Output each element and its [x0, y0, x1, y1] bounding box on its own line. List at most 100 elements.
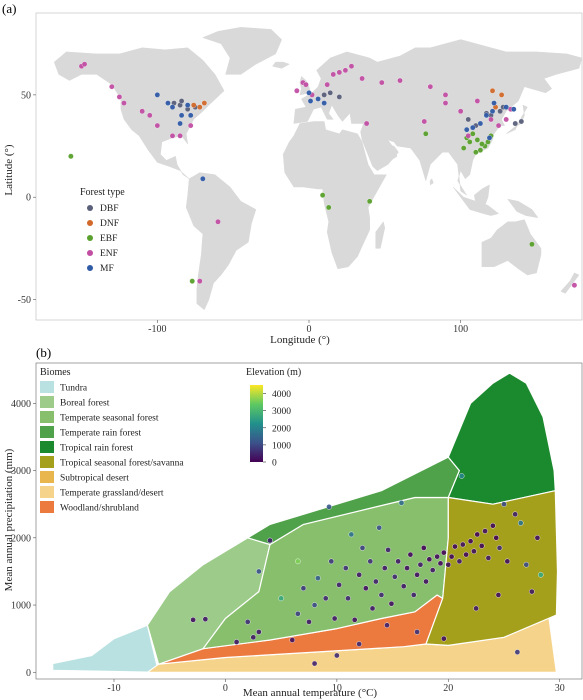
biome-swatch [40, 501, 54, 513]
biome-swatch [40, 396, 54, 408]
site-point-mf [491, 100, 497, 106]
map-y-tick-label: 0 [26, 193, 31, 204]
site-point-enf [197, 278, 203, 284]
site-point-ebf [366, 198, 373, 205]
site-point [529, 588, 535, 595]
landmass-new-guinea [507, 198, 539, 219]
legend-label-mf: MF [100, 264, 114, 274]
site-point-ebf [423, 131, 429, 137]
site-point [345, 595, 351, 602]
site-point-mf [477, 120, 484, 127]
site-point-enf [81, 61, 88, 67]
site-point [351, 617, 358, 623]
site-point [493, 535, 500, 541]
biome-x-tick-label: -10 [107, 683, 120, 694]
site-point [463, 551, 469, 558]
biome-legend: Biomes Tundra Boreal forest Temperate seaso… [40, 367, 184, 514]
site-point-ebf [325, 204, 332, 211]
site-point [311, 660, 318, 667]
site-point [267, 537, 273, 544]
site-point-enf [457, 108, 464, 114]
site-point [429, 567, 436, 573]
biome-legend-label: Tropical seasonal forest/savanna [60, 458, 184, 469]
site-point-dnf [201, 100, 208, 106]
site-point [342, 565, 349, 571]
site-point [311, 602, 318, 608]
biome-swatch [40, 486, 54, 498]
biome-legend-label: Tundra [60, 384, 88, 394]
site-point [495, 592, 502, 598]
legend-swatch-dnf [87, 220, 93, 226]
site-point-mf [489, 108, 496, 114]
forest-type-legend-title: Forest type [80, 187, 125, 198]
site-point-mf [154, 92, 161, 98]
site-point [517, 520, 524, 526]
biome-swatch [40, 441, 54, 453]
site-point-ebf [189, 278, 195, 284]
biome-panel: -10 0 10 20 30 0 1000 2000 3000 4000 Mean annual … [3, 362, 583, 699]
site-point [420, 545, 427, 551]
site-point-mf [184, 102, 191, 108]
site-point-enf [169, 133, 176, 139]
site-point [384, 622, 390, 629]
site-point [250, 634, 257, 641]
elevation-tick-label: 1000 [272, 441, 291, 451]
site-point [434, 553, 440, 560]
site-point-mf [187, 112, 194, 119]
landmass-sri-lanka [429, 178, 434, 186]
site-point-enf [359, 75, 365, 82]
site-point-enf [427, 83, 434, 90]
landmass-europe-asia [293, 39, 583, 196]
site-point [278, 595, 284, 602]
site-point [474, 531, 481, 538]
site-point-mf [510, 106, 517, 112]
site-point [482, 528, 488, 534]
site-point [373, 578, 379, 585]
site-point [348, 531, 355, 538]
map-y-tick-label: 50 [21, 90, 31, 101]
site-point [417, 561, 424, 568]
site-point-dnf [197, 104, 203, 110]
site-point [376, 524, 383, 531]
site-point-enf [116, 94, 123, 100]
landmass-madagascar [375, 221, 386, 249]
site-point-dnf [498, 92, 505, 98]
site-point [404, 565, 410, 571]
biome-y-tick-label: 4000 [11, 399, 31, 410]
site-point-mf [486, 135, 493, 141]
site-point [534, 535, 541, 541]
landmass-arabia [361, 137, 399, 171]
site-point-mf [306, 90, 312, 96]
landmass-africa [282, 121, 387, 270]
landmass-australia [481, 219, 542, 276]
site-point-enf [336, 69, 343, 76]
site-point [496, 545, 503, 551]
site-point-dbf [518, 118, 525, 125]
site-point [504, 558, 511, 565]
site-point [326, 504, 332, 510]
site-point [423, 578, 429, 585]
site-point-ebf [477, 147, 484, 153]
site-point-enf [442, 100, 449, 106]
legend-swatch-ebf [87, 235, 93, 241]
site-point [512, 511, 518, 518]
site-point [514, 649, 521, 655]
site-point-dbf [321, 92, 327, 98]
site-point [359, 545, 366, 551]
elevation-tick-label: 2000 [272, 424, 291, 434]
site-point-ebf [529, 241, 535, 248]
site-point-enf [330, 71, 337, 78]
site-point [190, 617, 196, 623]
site-point [537, 571, 544, 578]
biome-legend-label: Woodland/shrubland [60, 504, 139, 514]
site-point [244, 619, 251, 625]
biome-legend-label: Subtropical desert [60, 474, 129, 484]
site-point [381, 565, 388, 571]
site-point-enf [146, 112, 153, 119]
site-point-mf [470, 124, 476, 131]
site-point [501, 501, 507, 507]
site-points [190, 473, 544, 667]
site-point [490, 522, 496, 529]
biome-swatch [40, 456, 54, 468]
site-point-dnf [190, 102, 197, 108]
